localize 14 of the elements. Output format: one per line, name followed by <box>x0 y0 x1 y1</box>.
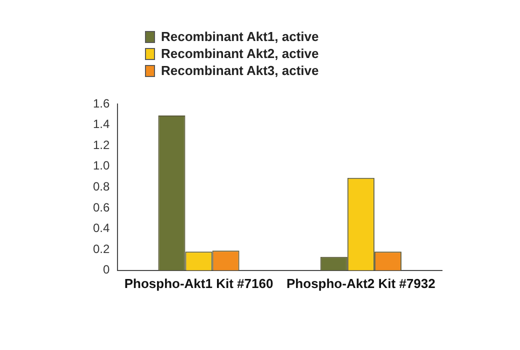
legend-label: Recombinant Akt3, active <box>161 63 319 78</box>
x-tick-label: Phospho-Akt2 Kit #7932 <box>286 276 436 291</box>
y-tick-label: 1.2 <box>92 138 110 152</box>
x-tick-label: Phospho-Akt1 Kit #7160 <box>124 276 274 291</box>
y-tick-label: 0.8 <box>92 180 110 194</box>
y-tick-label: 1.6 <box>92 96 110 110</box>
y-tick-label: 0 <box>102 262 110 277</box>
legend-label: Recombinant Akt2, active <box>161 46 319 61</box>
legend-label: Recombinant Akt1, active <box>161 29 319 44</box>
y-tick-label: 1.4 <box>92 117 110 132</box>
y-tick-label: 0.2 <box>92 242 110 256</box>
y-tick-label: 0.4 <box>92 221 110 236</box>
y-tick-label: 0.6 <box>92 200 110 214</box>
y-tick-label: 1.0 <box>92 158 110 173</box>
